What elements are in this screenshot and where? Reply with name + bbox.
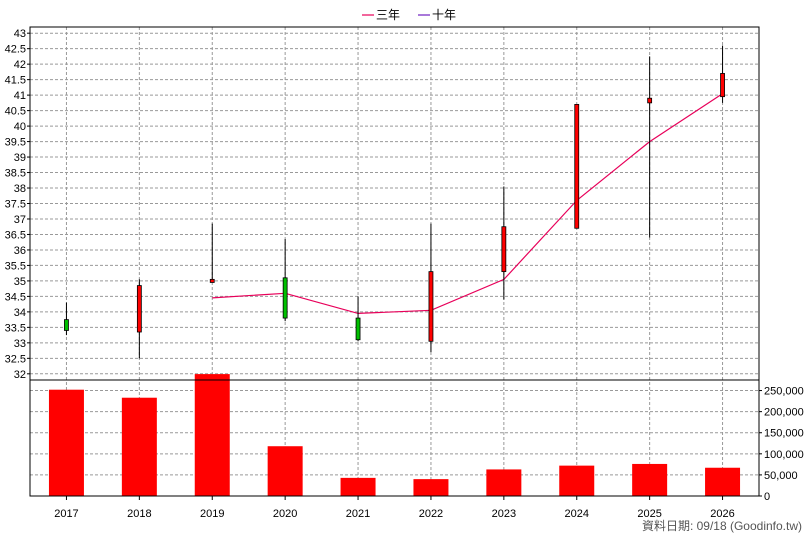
price-tick-label: 40.5 bbox=[5, 106, 26, 118]
volume-tick-label: 200,000 bbox=[764, 407, 804, 419]
volume-bar bbox=[194, 374, 230, 496]
price-tick-label: 33.5 bbox=[5, 322, 26, 334]
legend-label: 三年 bbox=[376, 8, 400, 22]
candle-body bbox=[720, 73, 725, 98]
price-tick-label: 32.5 bbox=[5, 353, 26, 365]
price-candles bbox=[64, 45, 725, 359]
ma-line bbox=[212, 93, 723, 315]
price-tick-label: 40 bbox=[14, 121, 26, 133]
price-tick-label: 34.5 bbox=[5, 291, 26, 303]
volume-bar bbox=[486, 469, 522, 496]
price-tick-label: 42.5 bbox=[5, 44, 26, 56]
legend: 三年 十年 bbox=[362, 8, 456, 22]
price-tick-label: 41 bbox=[14, 90, 26, 102]
price-tick-label: 38.5 bbox=[5, 168, 26, 180]
year-tick-label: 2020 bbox=[273, 508, 297, 520]
data-date-footer: 資料日期: 09/18 (Goodinfo.tw) bbox=[641, 519, 802, 533]
year-tick-label: 2019 bbox=[200, 508, 224, 520]
year-axis: 2017 2018 2019 2020 2021 2022 2023 2024 2025 2026 bbox=[54, 496, 735, 520]
volume-bar bbox=[340, 477, 376, 496]
candle-body bbox=[355, 317, 361, 341]
volume-tick-label: 100,000 bbox=[764, 449, 804, 461]
volume-bar bbox=[121, 397, 157, 496]
volume-tick-label: 50,000 bbox=[764, 470, 798, 482]
volume-bar bbox=[48, 389, 84, 496]
candle-body bbox=[647, 97, 653, 104]
price-tick-label: 37.5 bbox=[5, 199, 26, 211]
price-tick-label: 36 bbox=[14, 245, 26, 257]
price-tick-label: 39 bbox=[14, 152, 26, 164]
price-tick-label: 32 bbox=[14, 369, 26, 381]
price-tick-label: 35.5 bbox=[5, 260, 26, 272]
price-tick-label: 38 bbox=[14, 183, 26, 195]
year-tick-label: 2023 bbox=[492, 508, 516, 520]
year-tick-label: 2017 bbox=[54, 508, 78, 520]
candle-body bbox=[574, 104, 580, 229]
volume-axis: 0 50,000 100,000 150,000 200,000 250,000 bbox=[759, 386, 804, 503]
year-tick-label: 2024 bbox=[565, 508, 589, 520]
candle-body bbox=[209, 278, 215, 283]
volume-bars bbox=[48, 374, 741, 496]
price-tick-label: 36.5 bbox=[5, 229, 26, 241]
volume-tick-label: 150,000 bbox=[764, 428, 804, 440]
volume-bar bbox=[267, 446, 303, 496]
volume-bar bbox=[559, 465, 595, 496]
price-tick-label: 41.5 bbox=[5, 75, 26, 87]
candle-body bbox=[501, 226, 507, 273]
candle-body bbox=[428, 271, 434, 342]
legend-label: 十年 bbox=[432, 8, 456, 22]
year-tick-label: 2026 bbox=[710, 508, 734, 520]
year-tick-label: 2021 bbox=[346, 508, 370, 520]
price-tick-label: 35 bbox=[14, 276, 26, 288]
price-tick-label: 39.5 bbox=[5, 137, 26, 149]
moving-average-lines bbox=[212, 93, 723, 315]
volume-bar bbox=[413, 479, 449, 496]
candle-body bbox=[282, 277, 288, 319]
price-tick-label: 34 bbox=[14, 307, 26, 319]
volume-tick-label: 0 bbox=[764, 491, 770, 503]
price-tick-label: 43 bbox=[14, 28, 26, 40]
year-tick-label: 2022 bbox=[419, 508, 443, 520]
candle-body bbox=[64, 319, 69, 331]
plot-frame bbox=[29, 26, 760, 497]
price-tick-label: 33 bbox=[14, 338, 26, 350]
volume-bar bbox=[632, 463, 668, 496]
plot-border bbox=[29, 26, 760, 497]
year-tick-label: 2018 bbox=[127, 508, 151, 520]
year-tick-label: 2025 bbox=[637, 508, 661, 520]
candle-body bbox=[136, 285, 142, 333]
price-tick-label: 37 bbox=[14, 214, 26, 226]
volume-bar bbox=[705, 467, 741, 496]
price-tick-label: 42 bbox=[14, 59, 26, 71]
volume-tick-label: 250,000 bbox=[764, 386, 804, 398]
price-axis: 32 32.5 33 33.5 34 34.5 35 35.5 36 36.5 37 37.5 38 38… bbox=[5, 28, 30, 381]
